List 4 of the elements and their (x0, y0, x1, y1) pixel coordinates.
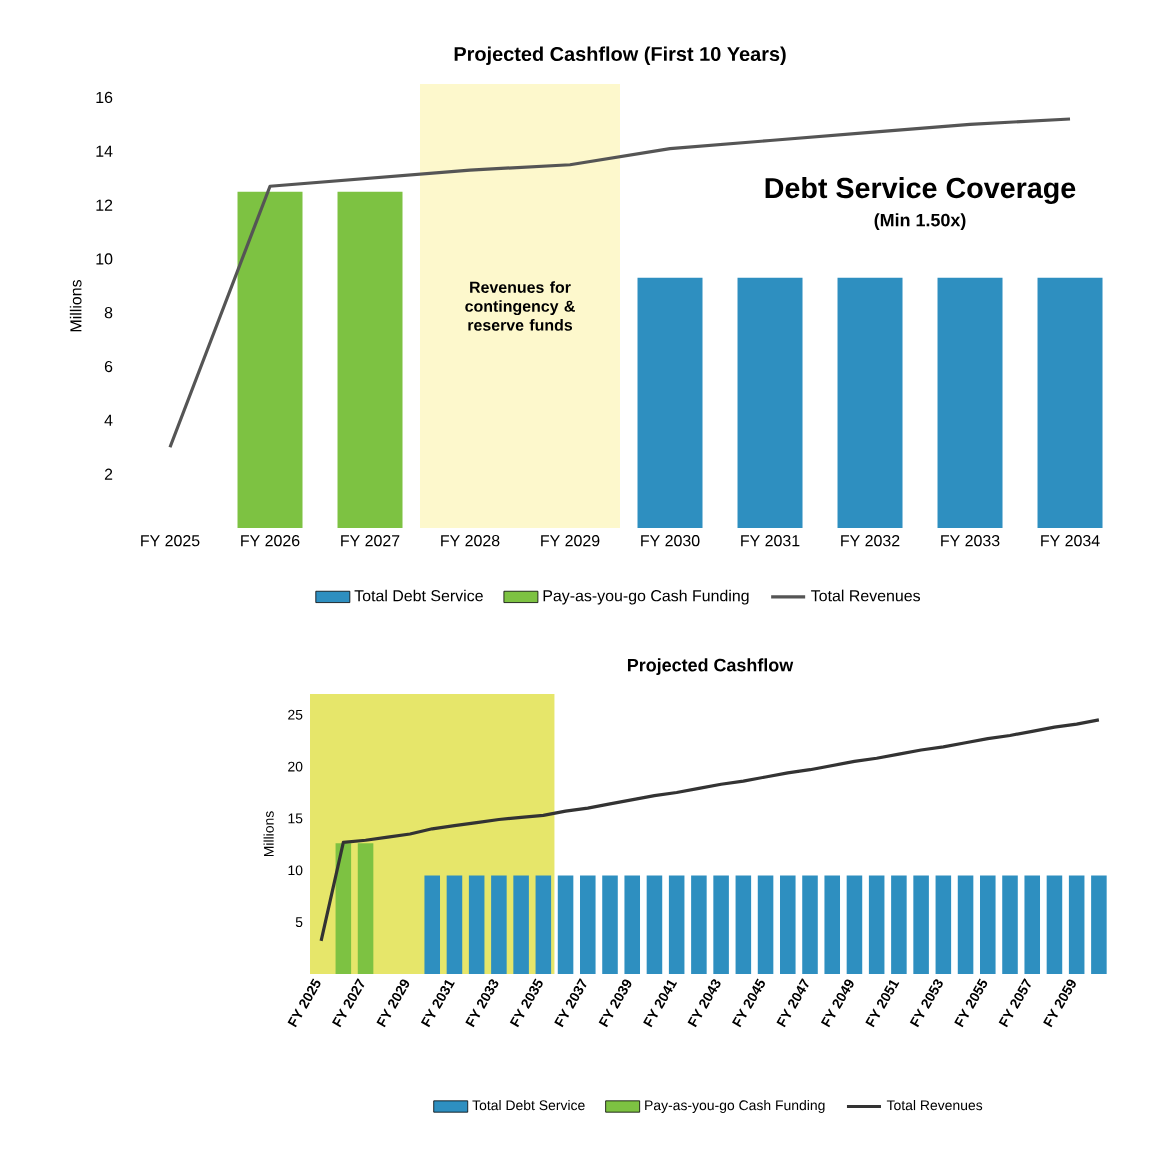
annotation: Debt Service Coverage (765, 177, 1076, 204)
annotation: (Min 1.50x) (874, 213, 966, 230)
chart-title: Projected Cashflow (627, 658, 794, 675)
chart-title: Projected Cashflow (First 10 Years) (454, 46, 786, 65)
